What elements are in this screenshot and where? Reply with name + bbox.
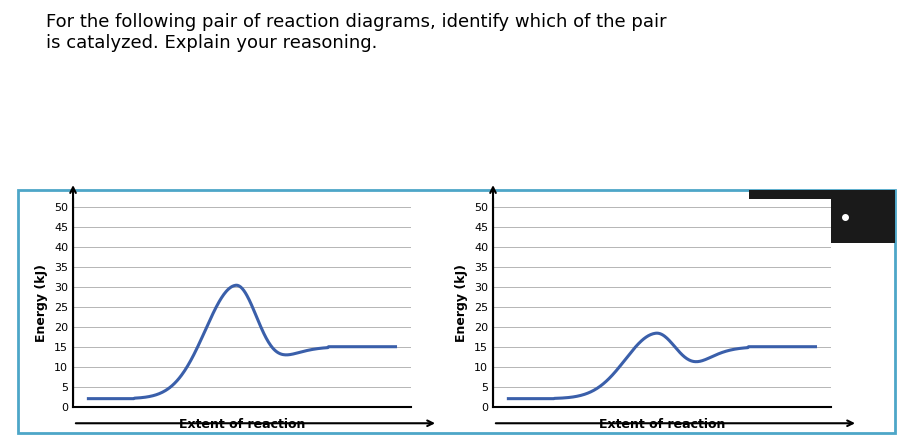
X-axis label: Extent of reaction: Extent of reaction (599, 418, 725, 431)
FancyBboxPatch shape (749, 190, 895, 243)
Text: For the following pair of reaction diagrams, identify which of the pair
is catal: For the following pair of reaction diagr… (46, 13, 666, 52)
Y-axis label: Energy (kJ): Energy (kJ) (36, 264, 48, 342)
Y-axis label: Energy (kJ): Energy (kJ) (456, 264, 468, 342)
X-axis label: Extent of reaction: Extent of reaction (179, 418, 305, 431)
